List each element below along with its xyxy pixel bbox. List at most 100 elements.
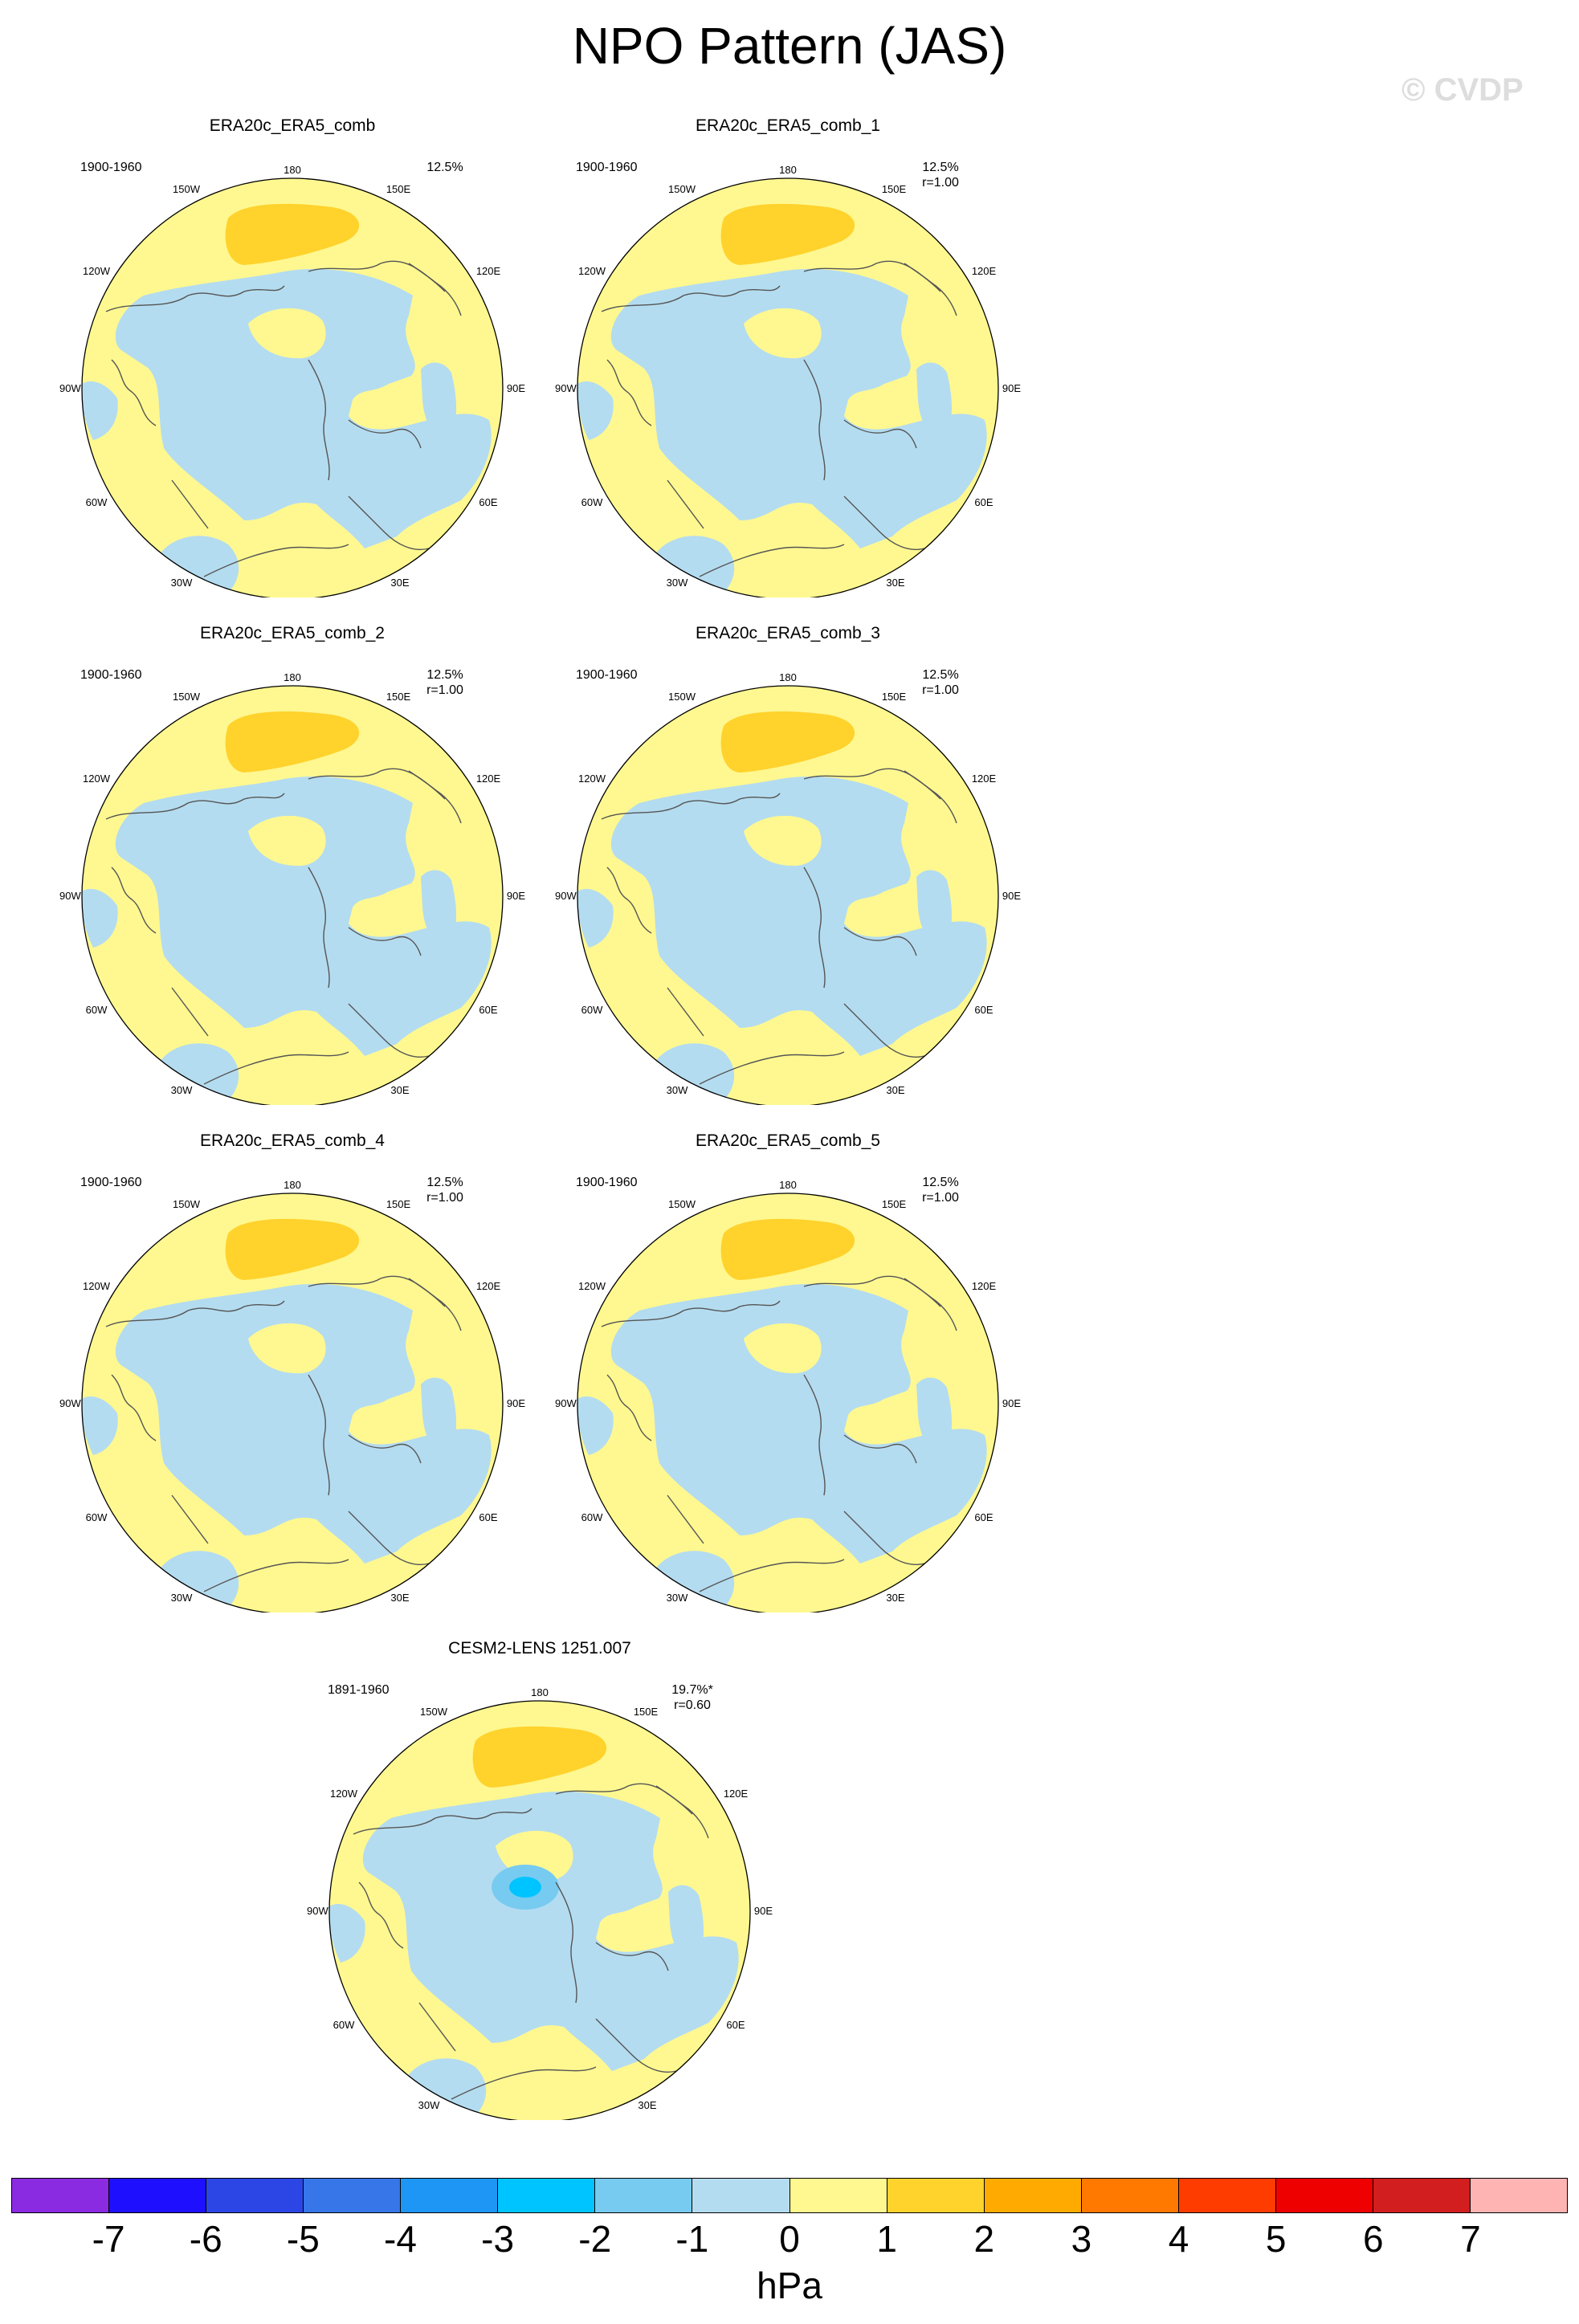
coastline [171, 1494, 209, 1544]
negative-anomaly-region [115, 268, 492, 548]
polar-map: 180 0 90W 90E 150W 120W 150E 120E 60W 30W 60E 30E [555, 1179, 1021, 1613]
coastline [803, 359, 826, 481]
map-tick-label: 30E [886, 1084, 904, 1096]
coastline [601, 793, 781, 820]
panel-variance: 12.5% [922, 161, 959, 174]
colorbar-units: hPa [757, 2265, 822, 2306]
colorbar-swatch [1373, 2179, 1471, 2212]
colorbar-tick-label: 1 [876, 2218, 897, 2260]
panel-period: 1900-1960 [576, 161, 638, 174]
positive-anomaly-center [225, 203, 360, 265]
polar-map: 180 0 90W 90E 150W 120W 150E 120E 60W 30W 60E 30E [59, 164, 525, 597]
polar-map: 180 0 90W 90E 150W 120W 150E 120E 60W 30W 60E 30E [59, 671, 525, 1105]
panel-period: 1900-1960 [576, 1176, 638, 1189]
map-tick-label: 120E [476, 1280, 501, 1292]
map-tick-label: 0 [537, 2118, 542, 2120]
positive-anomaly-center [472, 1726, 607, 1788]
colorbar-swatch [887, 2179, 985, 2212]
polar-map: 180 0 90W 90E 150W 120W 150E 120E 60W 30W 60E 30E [307, 1686, 773, 2120]
map-tick-label: 30E [390, 577, 409, 589]
map-tick-label: 30E [886, 1592, 904, 1604]
panel-variance: 19.7%* [671, 1683, 713, 1697]
coastline [451, 2066, 597, 2100]
map-tick-label: 60E [479, 496, 497, 508]
map-tick-label: 150W [173, 1198, 201, 1210]
map-tick-label: 30W [171, 1084, 193, 1096]
coastline [699, 544, 845, 577]
colorbar-swatch [1178, 2179, 1276, 2212]
map-tick-label: 150W [668, 183, 696, 195]
map-tick-label: 150W [173, 183, 201, 195]
panel-period: 1900-1960 [80, 668, 142, 682]
coastline [408, 263, 446, 292]
coastline [904, 263, 941, 292]
map-tick-label: 90W [59, 382, 81, 394]
panel-title: ERA20c_ERA5_comb_1 [696, 116, 880, 135]
coastline [803, 866, 826, 989]
map-tick-label: 30W [171, 577, 193, 589]
coastline [843, 1434, 917, 1464]
coastline [358, 1882, 404, 1949]
map-tick-label: 120E [476, 265, 501, 277]
map-panel: ERA20c_ERA5_comb_1 1900-1960 12.5% r=1.00 18… [539, 116, 1037, 597]
colorbar-swatch [984, 2179, 1082, 2212]
map-panel: CESM2-LENS 1251.007 1891-1960 19.7%* r=0.60… [291, 1638, 789, 2120]
panel-correlation: r=1.00 [426, 1191, 463, 1205]
map-border [577, 1193, 999, 1613]
map-tick-label: 60W [333, 2019, 355, 2031]
map-tick-label: 150W [420, 1706, 448, 1718]
map-tick-label: 120E [972, 265, 997, 277]
coastline [843, 495, 925, 550]
colorbar-swatch [206, 2179, 304, 2212]
map-tick-label: 60W [581, 496, 603, 508]
arctic-low-core [509, 1877, 541, 1898]
coastline [308, 1374, 330, 1496]
coastline [348, 1003, 430, 1058]
colorbar-tick-label: 7 [1460, 2218, 1481, 2260]
map-border [577, 177, 999, 597]
map-tick-label: 180 [284, 164, 301, 176]
coastline [348, 927, 422, 956]
map-tick-label: 150W [173, 691, 201, 703]
colorbar-swatch [498, 2179, 596, 2212]
map-tick-label: 180 [284, 1179, 301, 1191]
map-tick-label: 90W [555, 890, 577, 902]
map-panel: ERA20c_ERA5_comb_4 1900-1960 12.5% r=1.00 18… [43, 1131, 541, 1613]
watermark: © CVDP [1402, 72, 1524, 108]
map-tick-label: 30W [667, 1084, 688, 1096]
map-tick-label: 180 [779, 671, 797, 683]
coastline [203, 1559, 349, 1592]
map-tick-label: 120W [578, 265, 606, 277]
colorbar-swatch [1081, 2179, 1179, 2212]
panel-variance: 12.5% [426, 1176, 463, 1189]
coastline [308, 768, 462, 824]
coastline [105, 1300, 285, 1327]
colorbar-tick-label: -4 [384, 2218, 417, 2260]
negative-anomaly-region [610, 776, 987, 1056]
coastline [667, 987, 704, 1037]
coastline [904, 1278, 941, 1307]
map-tick-label: 90E [1002, 382, 1021, 394]
map-tick-label: 30E [390, 1084, 409, 1096]
colorbar-tick-label: 6 [1362, 2218, 1384, 2260]
map-tick-label: 30W [667, 1592, 688, 1604]
coastline [555, 1783, 709, 1839]
coastline [105, 285, 285, 312]
map-tick-label: 0 [785, 1611, 790, 1613]
polar-map: 180 0 90W 90E 150W 120W 150E 120E 60W 30W 60E 30E [555, 164, 1021, 597]
coastline [348, 419, 422, 449]
map-tick-label: 60E [479, 1511, 497, 1523]
map-tick-label: 60W [86, 1511, 108, 1523]
colorbar-tick-label: 0 [779, 2218, 800, 2260]
map-tick-label: 30W [418, 2099, 440, 2111]
coastline [171, 479, 209, 529]
map-tick-label: 180 [284, 671, 301, 683]
coastline [803, 1374, 826, 1496]
coastline [111, 359, 157, 426]
map-tick-label: 0 [289, 1103, 295, 1105]
map-tick-label: 90E [507, 1397, 525, 1409]
colorbar-swatch [12, 2179, 110, 2212]
panel-period: 1891-1960 [328, 1683, 390, 1697]
map-tick-label: 60W [86, 496, 108, 508]
map-tick-label: 90W [59, 890, 81, 902]
